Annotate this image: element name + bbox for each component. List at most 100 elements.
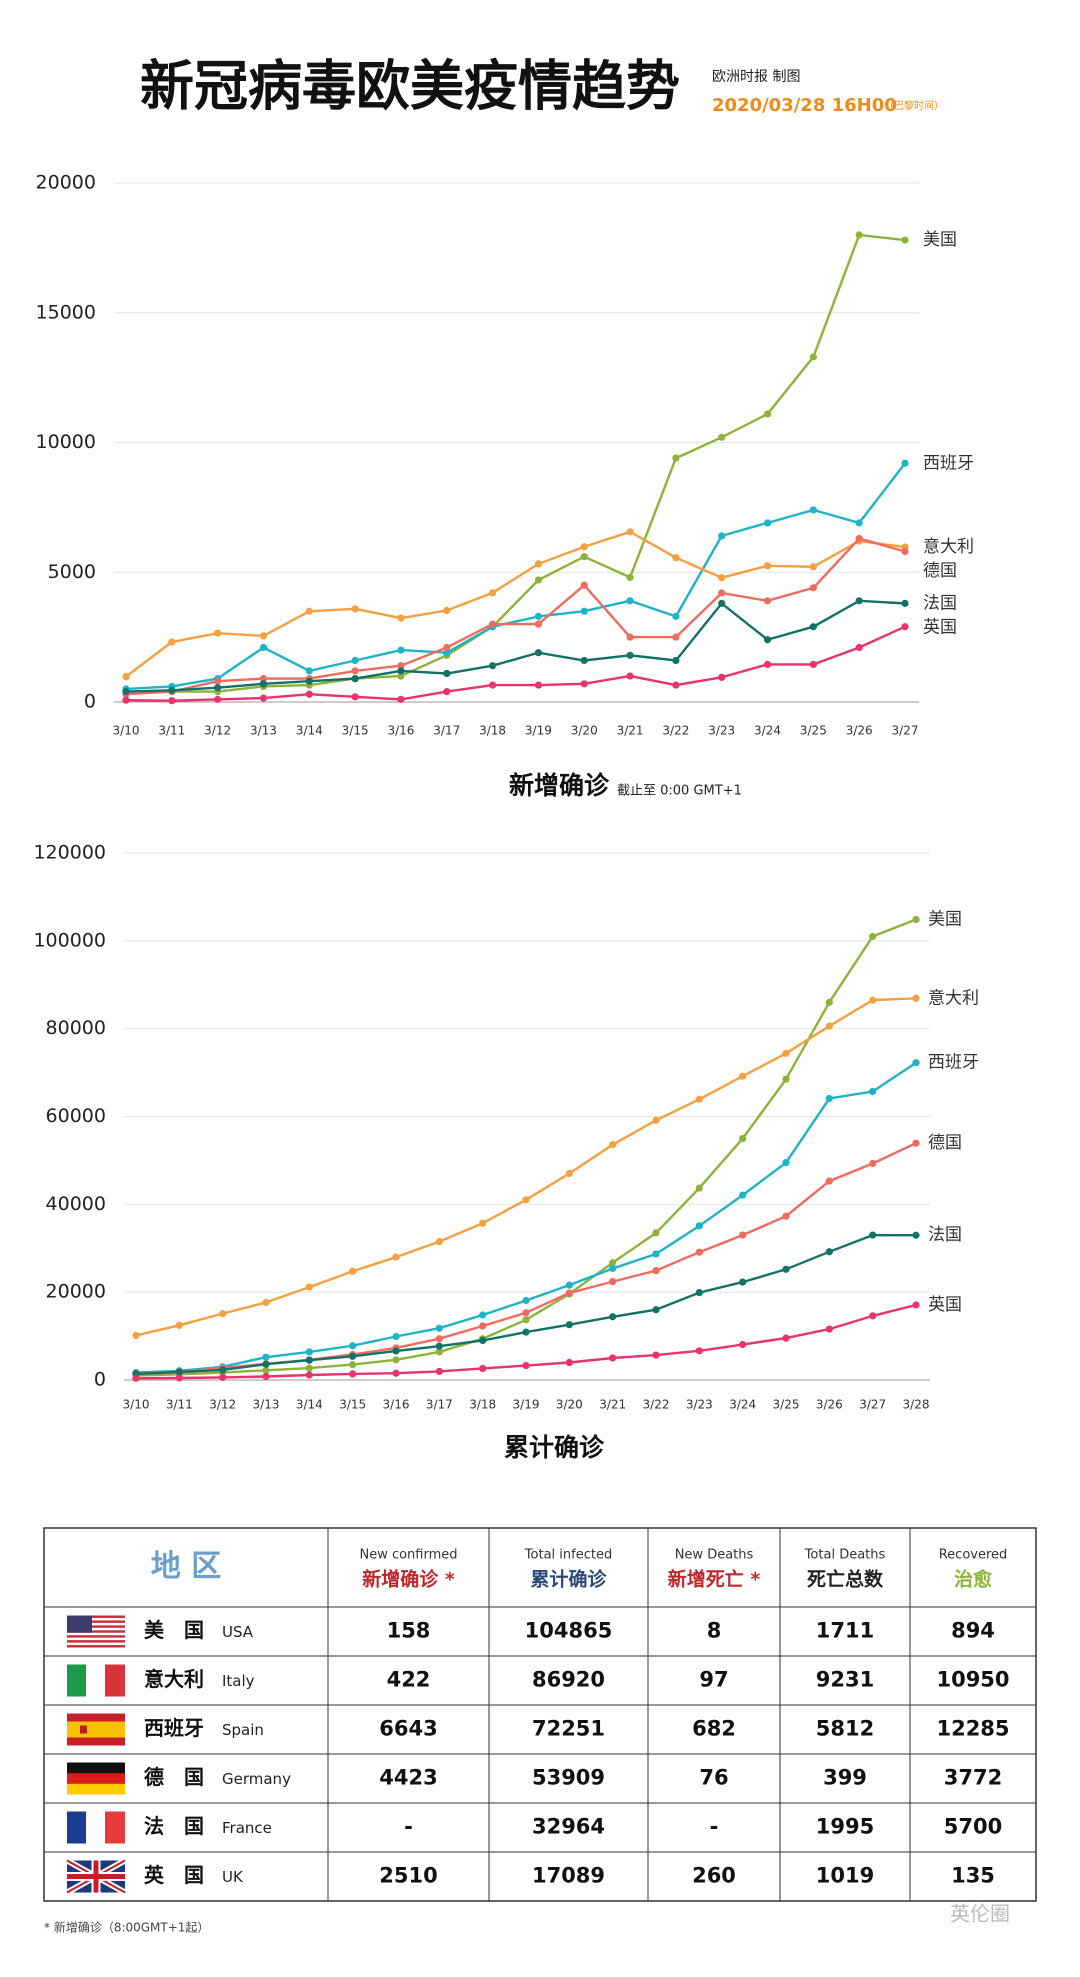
x-tick-label: 3/24	[754, 724, 781, 738]
series-line	[125, 537, 906, 696]
data-point	[869, 1159, 877, 1168]
data-point	[565, 1169, 573, 1178]
data-point	[435, 1342, 443, 1350]
data-point	[912, 915, 920, 924]
data-point	[825, 998, 833, 1006]
data-point	[672, 454, 680, 462]
data-point	[672, 633, 680, 641]
data-point	[534, 620, 543, 628]
series-line	[125, 462, 906, 691]
column-header-en: Total Deaths	[804, 1548, 886, 1563]
data-point	[672, 612, 680, 620]
flag-part	[67, 1783, 125, 1795]
data-point	[718, 589, 726, 597]
flag-part	[67, 1811, 87, 1844]
y-tick-label: 10000	[36, 431, 96, 453]
table-value: 76	[699, 1766, 728, 1790]
data-point	[443, 649, 451, 657]
x-tick-label: 3/25	[773, 1398, 800, 1412]
data-point	[488, 589, 497, 597]
x-tick-label: 3/18	[469, 1398, 496, 1412]
data-point	[349, 1370, 357, 1378]
table-value: 17089	[532, 1864, 605, 1888]
data-point	[397, 614, 405, 622]
x-tick-label: 3/21	[617, 724, 644, 738]
data-point	[397, 695, 405, 704]
data-point	[580, 581, 588, 589]
flag-part	[67, 1630, 125, 1633]
data-point	[652, 1267, 660, 1275]
data-point	[809, 660, 817, 668]
data-point	[739, 1340, 747, 1349]
data-point	[522, 1296, 530, 1305]
data-point	[652, 1351, 660, 1359]
flag-part	[67, 1635, 125, 1638]
column-header: 新增死亡 *	[668, 1568, 761, 1591]
data-point	[305, 677, 313, 685]
data-point	[262, 1298, 270, 1307]
table-value: 32964	[532, 1815, 605, 1839]
x-tick-label: 3/28	[903, 1398, 930, 1412]
flag-part	[67, 1640, 125, 1643]
y-tick-label: 60000	[46, 1105, 106, 1127]
x-tick-label: 3/19	[513, 1398, 540, 1412]
column-header: 地 区	[151, 1549, 221, 1584]
table-value: 894	[951, 1619, 995, 1643]
x-tick-label: 3/23	[686, 1398, 713, 1412]
x-tick-label: 3/10	[123, 1398, 150, 1412]
data-point	[397, 672, 405, 680]
flag-part	[67, 1625, 125, 1628]
data-point	[435, 1348, 443, 1356]
data-point	[869, 932, 877, 941]
data-point	[672, 554, 680, 562]
x-tick-label: 3/18	[479, 724, 506, 738]
table-value: 10950	[936, 1668, 1009, 1692]
data-point	[739, 1072, 747, 1080]
data-point	[825, 1177, 833, 1185]
data-point	[351, 693, 359, 701]
data-point	[695, 1347, 703, 1355]
data-point	[825, 1248, 833, 1256]
data-point	[479, 1364, 487, 1373]
flag-part	[67, 1645, 125, 1648]
data-point	[912, 1059, 920, 1067]
x-tick-label: 3/27	[892, 724, 919, 738]
data-point	[912, 994, 920, 1002]
country-zh: 德 国	[144, 1765, 204, 1789]
data-point	[122, 688, 130, 696]
data-point	[305, 1371, 313, 1379]
data-point	[565, 1321, 573, 1329]
country-en: UK	[222, 1868, 244, 1886]
x-tick-label: 3/27	[859, 1398, 886, 1412]
data-point	[652, 1306, 660, 1314]
table-value: 422	[387, 1668, 431, 1692]
data-point	[214, 695, 222, 704]
data-point	[739, 1231, 747, 1239]
table-value: 5812	[816, 1717, 874, 1741]
flag	[67, 1713, 125, 1746]
flag-part	[80, 1725, 87, 1734]
column-header-en: Recovered	[939, 1548, 1008, 1563]
x-tick-label: 3/12	[209, 1398, 236, 1412]
data-point	[695, 1222, 703, 1230]
data-point	[580, 543, 588, 551]
table-value: 53909	[532, 1766, 605, 1790]
series-label: 法国	[923, 593, 957, 613]
data-point	[869, 1087, 877, 1096]
data-point	[609, 1313, 617, 1321]
series-label: 美国	[928, 909, 962, 929]
x-tick-label: 3/15	[342, 724, 369, 738]
country-en: USA	[222, 1623, 254, 1641]
data-point	[435, 1324, 443, 1332]
flag-part	[67, 1620, 125, 1623]
data-point	[855, 231, 863, 239]
data-point	[901, 236, 909, 244]
column-header: 新增确诊 *	[362, 1568, 455, 1591]
table-value: 260	[692, 1864, 736, 1888]
data-point	[351, 667, 359, 675]
flag-part	[67, 1762, 125, 1774]
country-en: Spain	[222, 1721, 264, 1739]
y-tick-label: 40000	[46, 1193, 106, 1215]
series-label: 英国	[928, 1295, 962, 1315]
